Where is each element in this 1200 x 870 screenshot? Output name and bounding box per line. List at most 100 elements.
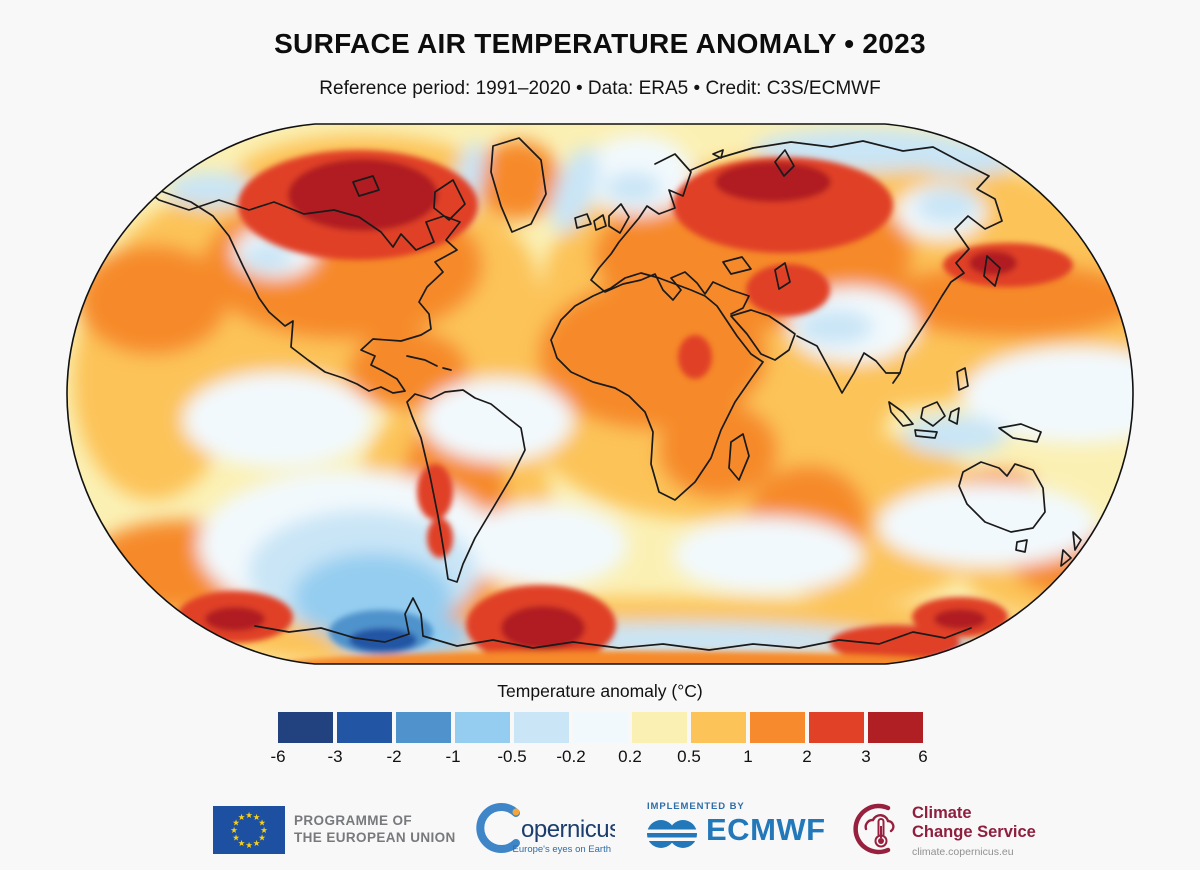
- coast-japan: [983, 255, 1001, 287]
- anomaly-region-okhotsk-cool: [915, 188, 979, 224]
- c3s-label-line2: Change Service: [912, 823, 1036, 841]
- eu-programme-label: PROGRAMME OF THE EUROPEAN UNION: [294, 812, 456, 846]
- anomaly-region-mid-atlantic-patch: [423, 378, 573, 462]
- anomaly-region-southeast-us-patch: [348, 330, 468, 410]
- eu-star-icon: ★: [258, 818, 266, 828]
- coast-caribbean: [406, 355, 452, 371]
- coast-iceland: [574, 213, 592, 229]
- anomaly-region-japan-pacific-band: [883, 262, 1133, 338]
- anomaly-region-alaska-gulf-cool: [166, 172, 256, 208]
- legend-tick-1: 1: [743, 747, 753, 766]
- legend-tick-2: 2: [802, 747, 812, 766]
- legend-swatch-1: [337, 712, 392, 743]
- coast-victoria-island: [352, 175, 380, 197]
- anomaly-region-south-pacific-extreme: [205, 607, 265, 631]
- coast-australia: [958, 461, 1046, 533]
- page-title: SURFACE AIR TEMPERATURE ANOMALY • 2023: [274, 28, 926, 59]
- anomaly-region-southwest-us-cool: [242, 242, 294, 272]
- ecmwf-wordmark: ECMWF: [706, 812, 826, 847]
- anomaly-region-antarctic-deep-spot: [349, 628, 417, 652]
- legend-swatch-7: [691, 712, 746, 743]
- copernicus-wordmark: opernicus: [521, 816, 615, 843]
- legend-swatch-8: [750, 712, 805, 743]
- copernicus-tagline: Europe's eyes on Earth: [513, 844, 611, 855]
- c3s-cloud-icon: [864, 814, 895, 833]
- world-map: [63, 120, 1137, 668]
- eu-star-icon: ★: [245, 810, 253, 820]
- legend-swatch-3: [455, 712, 510, 743]
- c3s-crescent-icon: [853, 803, 891, 855]
- anomaly-region-chukchi-band: [908, 140, 1018, 176]
- coast-greenland: [490, 137, 547, 233]
- legend-color-bar: [278, 712, 923, 743]
- coast-sulawesi: [948, 407, 960, 425]
- anomaly-region-kazakhstan-spot: [746, 264, 830, 316]
- eu-star-icon: ★: [232, 833, 240, 843]
- eu-star-icon: ★: [232, 818, 240, 828]
- map-outline: [66, 123, 1134, 665]
- eu-star-icon: ★: [238, 812, 246, 822]
- coast-caspian-sea: [774, 262, 791, 290]
- coast-new-zealand-north: [1072, 531, 1082, 551]
- anomaly-region-tibet-cool: [797, 309, 873, 345]
- anomaly-region-weddell-extreme: [501, 606, 585, 650]
- coastlines: [122, 137, 1082, 651]
- coast-north-asia: [690, 140, 1003, 384]
- anomaly-region-argentina-north-spot: [417, 464, 453, 520]
- eu-star-icon: ★: [258, 833, 266, 843]
- eu-programme-line1: PROGRAMME OF: [294, 813, 413, 828]
- coast-sumatra: [888, 401, 914, 427]
- anomaly-region-southern-africa-core: [658, 402, 778, 498]
- legend-swatch-0: [278, 712, 333, 743]
- legend-tick--0.2: -0.2: [556, 747, 586, 766]
- coast-black-sea: [722, 256, 752, 275]
- legend-tick-0.5: 0.5: [677, 747, 701, 766]
- anomaly-region-sudan-spot: [678, 335, 712, 379]
- page-subtitle: Reference period: 1991–2020 • Data: ERA5…: [319, 78, 881, 99]
- copernicus-logo: opernicus Europe's eyes on Earth: [476, 803, 615, 855]
- c3s-thermometer-level-icon: [880, 826, 882, 838]
- legend-tick-0.2: 0.2: [618, 747, 642, 766]
- legend-swatch-6: [632, 712, 687, 743]
- coast-borneo: [920, 401, 946, 427]
- eu-star-icon: ★: [260, 825, 268, 835]
- c3s-label-line1: Climate: [912, 804, 972, 822]
- c3s-thermometer-mercury-icon: [878, 838, 884, 844]
- coast-novaya-zemlya: [774, 149, 795, 177]
- coast-south-america: [406, 389, 526, 583]
- anomaly-region-greenland-east-streak: [550, 147, 600, 233]
- anomaly-region-northeast-pacific-patch: [183, 372, 373, 468]
- coast-europe: [590, 153, 750, 315]
- coast-new-zealand-south: [1060, 549, 1072, 567]
- ecmwf-kicker: IMPLEMENTED BY: [647, 801, 745, 812]
- copernicus-swoosh-icon: [476, 803, 520, 853]
- anomaly-region-greenland-interior: [476, 140, 560, 220]
- legend-tick--3: -3: [327, 747, 343, 766]
- anomaly-region-south-of-australia-patch: [878, 483, 1098, 567]
- anomaly-region-north-australia-cool: [903, 415, 1007, 455]
- coast-britain: [608, 203, 630, 234]
- anomaly-region-scandinavia-cool: [605, 172, 661, 204]
- legend-title: Temperature anomaly (°C): [497, 681, 703, 701]
- anomaly-region-north-pacific-left-patch: [78, 245, 228, 355]
- legend-swatch-4: [514, 712, 569, 743]
- anomaly-region-south-indian-patch: [673, 517, 863, 593]
- eu-star-icon: ★: [245, 840, 253, 850]
- eu-flag-stars: ★ ★★★★★★★★★★★: [230, 810, 268, 850]
- coast-java: [914, 429, 938, 439]
- coast-antarctica: [254, 597, 972, 651]
- legend-tick-3: 3: [861, 747, 871, 766]
- legend-swatch-9: [809, 712, 864, 743]
- anomaly-region-south-of-nz-extreme: [934, 609, 986, 629]
- legend-swatch-10: [868, 712, 923, 743]
- anomaly-region-north-pacific-subtropics: [963, 347, 1133, 443]
- eu-star-icon: ★: [253, 812, 261, 822]
- anomaly-region-japan-spot-extreme: [969, 251, 1017, 275]
- eu-star-icon: ★: [238, 838, 246, 848]
- legend-tick--0.5: -0.5: [497, 747, 527, 766]
- c3s-logo-icon: [853, 803, 895, 855]
- anomaly-region-argentina-south-spot: [427, 518, 453, 558]
- coast-svalbard: [712, 149, 724, 159]
- coast-madagascar: [728, 433, 750, 481]
